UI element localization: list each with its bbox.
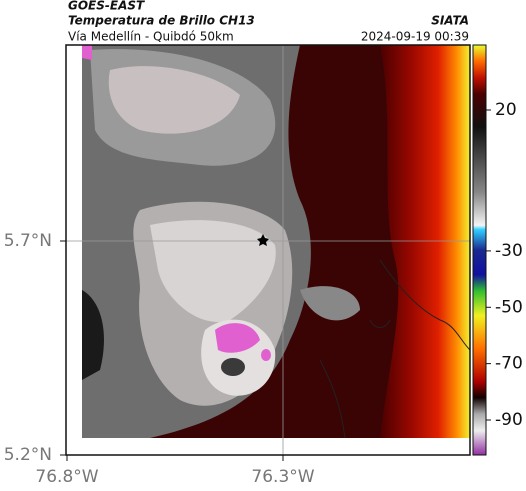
ticks-layer: 5.7°N 5.2°N76.8°W 76.3°W 20 -30 -50 -70 -90: [4, 100, 523, 487]
product-title: Temperatura de Brillo CH13: [68, 14, 255, 28]
lon-label: 76.3°W: [251, 467, 314, 487]
map-imagery: [65, 44, 471, 456]
lat-label: 5.7°N: [4, 231, 52, 251]
lon-label: 76.8°W: [35, 467, 98, 487]
colorbar: [472, 44, 487, 456]
lat-label: 5.2°N: [4, 445, 52, 465]
colorbar-label: -30: [495, 241, 523, 261]
colorbar-label: -90: [495, 410, 523, 430]
satellite-name: GOES-EAST: [68, 0, 145, 13]
colorbar-label: 20: [495, 100, 517, 120]
timestamp: 2024-09-19 00:39: [361, 30, 469, 44]
colorbar-label: -50: [495, 297, 523, 317]
region: Vía Medellín - Quibdó 50km: [68, 30, 234, 44]
colorbar-label: -70: [495, 354, 523, 374]
source: SIATA: [431, 14, 469, 28]
